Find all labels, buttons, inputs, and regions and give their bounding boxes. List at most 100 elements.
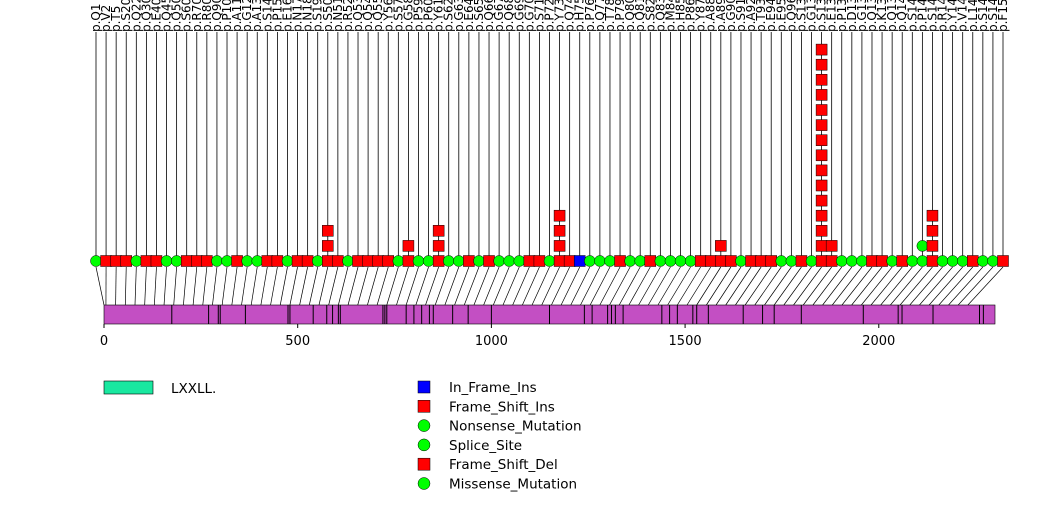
position-connector (434, 266, 450, 306)
mutation-label: p.E1330 (825, 0, 839, 32)
position-connector (328, 266, 339, 306)
mutation-label: p.P860 (684, 0, 698, 32)
mutation-marker (775, 255, 788, 267)
mutation-label: p.P1340 (835, 0, 849, 32)
mutation-marker (946, 255, 959, 267)
mutation-marker (553, 255, 566, 267)
mutation-marker (815, 194, 828, 207)
position-connector (454, 266, 470, 306)
position-connector (667, 266, 691, 306)
mutation-marker (342, 255, 354, 267)
mutation-marker (694, 255, 707, 267)
mutation-marker (523, 255, 536, 267)
mutation-marker (926, 240, 939, 252)
mutation-label: p.G700 (522, 0, 536, 32)
mutation-marker (926, 225, 939, 237)
x-tick-label: 1000 (475, 334, 508, 349)
mutation-marker (573, 255, 586, 267)
mutation-marker (90, 255, 102, 267)
mutation-marker (553, 225, 566, 237)
position-connector (154, 266, 157, 306)
mutation-label: p.M840 (663, 0, 677, 32)
position-connector (793, 266, 822, 306)
mutation-marker (322, 255, 334, 267)
mutation-label: p.T930 (754, 0, 768, 32)
mutation-marker (876, 255, 888, 267)
position-connector (735, 266, 762, 306)
mutation-marker (291, 255, 304, 267)
position-connector (715, 266, 742, 306)
mutation-marker (755, 255, 767, 267)
mutation-label: p.S140 (260, 0, 274, 32)
mutation-marker (362, 255, 374, 267)
mutation-label: p.E640 (462, 0, 476, 32)
position-connector (279, 266, 288, 306)
position-connector (163, 266, 167, 306)
mutation-label: p.A920 (744, 0, 758, 32)
position-connector (851, 266, 883, 306)
mutation-marker (715, 255, 727, 267)
mutation-label: p.Q960 (784, 0, 798, 32)
mutation-marker (453, 255, 465, 267)
mutation-marker (160, 255, 173, 267)
position-connector (957, 266, 994, 306)
mutation-marker (825, 255, 838, 267)
mutation-marker (624, 255, 636, 267)
position-connector (124, 266, 127, 306)
position-connector (173, 266, 177, 306)
position-connector (95, 266, 105, 306)
mutation-marker (322, 225, 334, 237)
position-connector (773, 266, 802, 306)
mutation-label: p.Y870 (694, 0, 708, 32)
position-connector (783, 266, 812, 306)
position-connector (338, 266, 349, 306)
mutation-marker (402, 240, 415, 252)
mutation-label: p.A880 (704, 0, 718, 32)
position-connector (425, 266, 439, 306)
mutation-label: p.P790 (613, 0, 627, 32)
mutation-label: p.Y730 (553, 0, 567, 32)
mutation-marker (483, 255, 495, 267)
mutation-marker (815, 89, 828, 101)
legend-label: Frame_Shift_Del (449, 457, 558, 473)
legend-label: Frame_Shift_Ins (449, 399, 555, 415)
mutation-label: p.Q1 (89, 3, 103, 32)
mutation-marker (422, 255, 435, 267)
mutation-label: p.A130 (250, 0, 264, 32)
mutation-marker (674, 255, 687, 267)
mutation-marker (725, 255, 737, 267)
mutation-marker (886, 255, 898, 267)
mutation-label: p.S1480 (976, 0, 990, 32)
mutation-marker (815, 104, 828, 116)
legend-label: Nonsense_Mutation (449, 419, 582, 435)
position-connectors (95, 266, 1004, 306)
position-connector (541, 266, 560, 306)
mutation-marker (936, 255, 949, 267)
mutation-marker (442, 255, 455, 267)
mutation-marker (815, 179, 828, 192)
mutation-marker (563, 255, 576, 267)
mutation-label: p.Q660 (482, 0, 496, 32)
mutation-label: p.S710 (532, 0, 546, 32)
position-connector (221, 266, 228, 306)
mutation-label: p.P600 (422, 0, 436, 32)
position-connector (725, 266, 752, 306)
position-connector (754, 266, 782, 306)
legend: LXXLL. In_Frame_Ins Frame_Shift_Ins Nonsens… (103, 380, 582, 493)
mutation-label: p.A110 (230, 0, 244, 32)
mutation-marker (825, 240, 838, 252)
position-connector (967, 266, 1004, 306)
x-tick-label: 2000 (862, 334, 895, 349)
mutation-marker (432, 240, 445, 252)
mutation-marker (795, 255, 808, 267)
mutation-label: p.S910 (734, 0, 748, 32)
position-connector (493, 266, 510, 306)
mutation-marker (493, 255, 505, 267)
mutation-label: p.S60 (180, 0, 194, 32)
position-connector (899, 266, 933, 306)
mutation-label: p.A890 (714, 0, 728, 32)
mutation-label: p.P720 (543, 0, 557, 32)
position-connector (357, 266, 369, 306)
mutation-marker (664, 255, 677, 267)
mutation-marker (352, 255, 364, 267)
